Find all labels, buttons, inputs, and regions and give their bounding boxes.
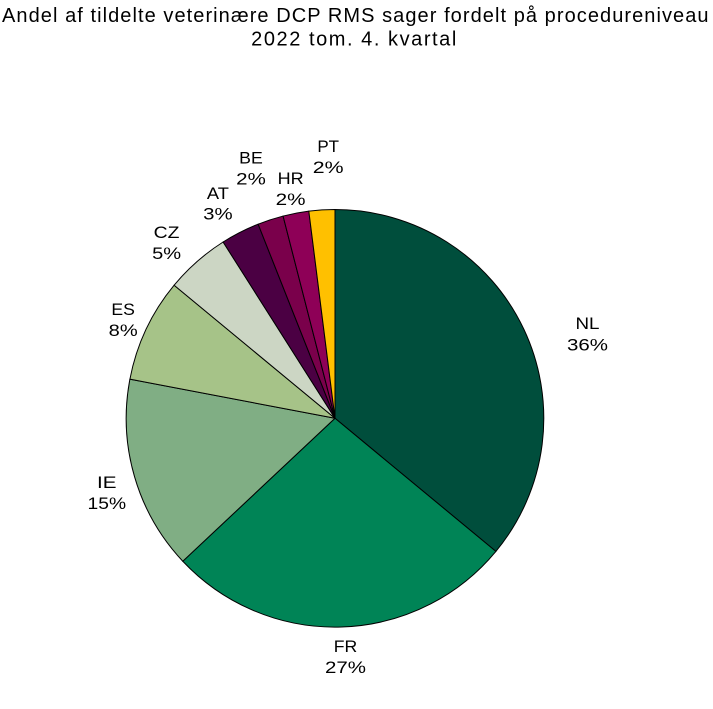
svg-text:AT: AT — [207, 184, 229, 203]
svg-text:8%: 8% — [109, 321, 138, 340]
svg-text:FR: FR — [334, 637, 358, 656]
svg-text:2%: 2% — [276, 190, 306, 209]
svg-text:2%: 2% — [236, 169, 266, 188]
svg-text:BE: BE — [239, 149, 263, 168]
svg-text:CZ: CZ — [154, 223, 180, 242]
svg-text:Andel af tildelte veterinære D: Andel af tildelte veterinære DCP RMS sag… — [2, 5, 710, 27]
svg-text:ES: ES — [111, 300, 135, 319]
svg-text:5%: 5% — [152, 244, 181, 263]
svg-text:HR: HR — [278, 169, 304, 188]
svg-text:2%: 2% — [313, 158, 344, 177]
svg-text:15%: 15% — [88, 494, 127, 513]
svg-text:IE: IE — [97, 473, 117, 492]
svg-text:27%: 27% — [325, 658, 366, 677]
svg-text:3%: 3% — [203, 204, 233, 223]
svg-text:2022 tom. 4. kvartal: 2022 tom. 4. kvartal — [251, 29, 458, 51]
svg-text:36%: 36% — [567, 335, 608, 354]
svg-text:PT: PT — [317, 137, 339, 156]
svg-text:NL: NL — [576, 314, 600, 333]
